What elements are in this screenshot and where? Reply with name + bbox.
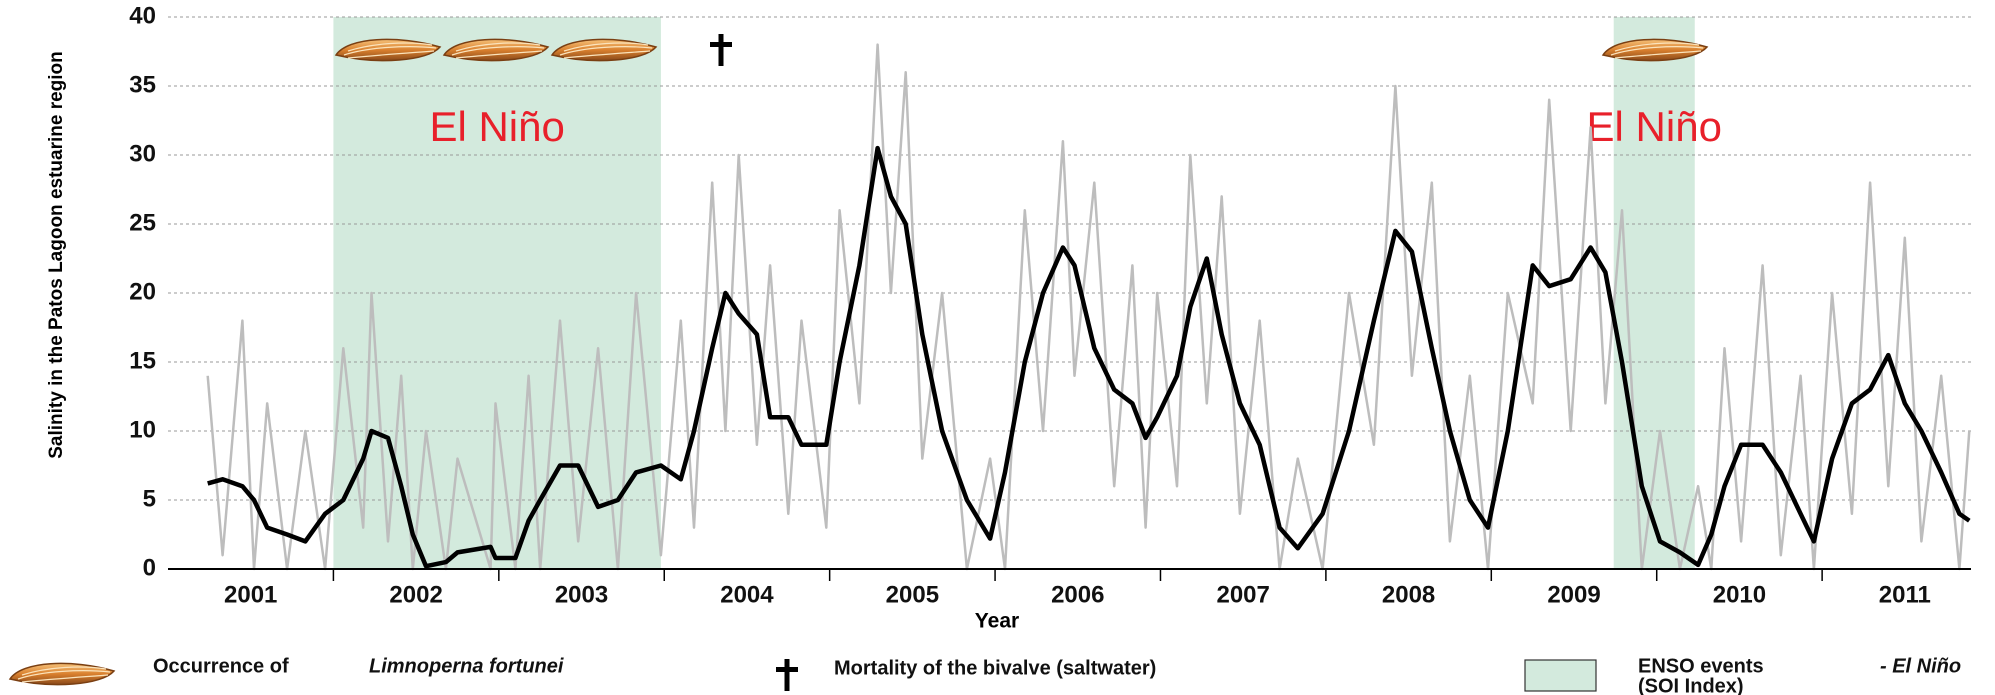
axes: 0 5 10 15 20 25 30 35 40 2001 2002 2003 2004 2005 2006… [129, 2, 1971, 608]
legend-text: Limnoperna fortunei [369, 655, 564, 677]
x-tick-label: 2009 [1547, 581, 1600, 608]
y-tick-label: 35 [129, 71, 156, 98]
smoothed-salinity-line [207, 145, 1971, 569]
annotation: El Niño [429, 103, 564, 150]
x-tick-label: 2010 [1713, 581, 1766, 608]
x-tick-label: 2001 [224, 581, 277, 608]
x-tick-label: 2008 [1382, 581, 1435, 608]
x-tick-label: 2011 [1879, 581, 1931, 608]
annotation: El Niño [1587, 103, 1722, 150]
legend-swatch [1524, 659, 1597, 692]
y-axis-label: Salinity in the Patos Lagoon estuarine r… [46, 51, 67, 459]
y-tick-label: 30 [129, 140, 156, 167]
legend-text: - El Niño [1880, 655, 1961, 677]
legend-mussel [9, 662, 115, 686]
el-nino-band [333, 17, 661, 569]
x-tick-label: 2006 [1051, 581, 1104, 608]
legend-text: ENSO events [1638, 655, 1764, 677]
legend-text: (SOI Index) [1638, 675, 1744, 695]
y-tick-label: 5 [143, 485, 156, 512]
y-tick-label: 40 [129, 2, 156, 29]
y-tick-label: 25 [129, 209, 156, 236]
y-tick-label: 20 [129, 278, 156, 305]
x-axis-label: Year [975, 610, 1019, 633]
x-tick-label: 2005 [886, 581, 939, 608]
dagger-icon [710, 34, 732, 66]
y-tick-label: 0 [143, 554, 156, 581]
y-tick-label: 15 [129, 347, 156, 374]
x-tick-label: 2003 [555, 581, 608, 608]
raw-salinity-line [206, 43, 1971, 571]
legend-text: Mortality of the bivalve (saltwater) [834, 657, 1156, 679]
x-tick-label: 2002 [389, 581, 442, 608]
x-tick-label: 2004 [720, 581, 774, 608]
legend-dagger [776, 659, 798, 691]
legend-text: Occurrence of [153, 655, 289, 677]
lines [206, 43, 1971, 571]
x-tick-label: 2007 [1216, 581, 1269, 608]
y-tick-label: 10 [129, 416, 156, 443]
